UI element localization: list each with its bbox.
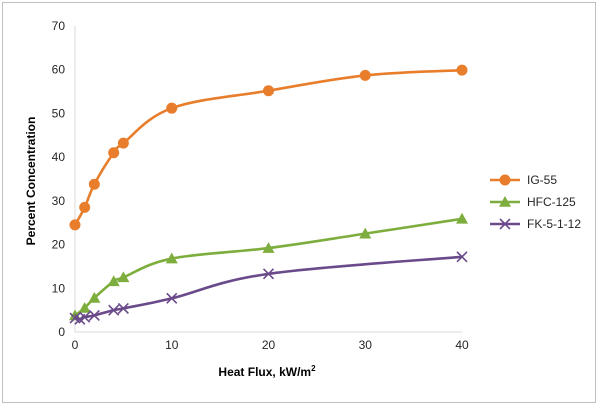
y-tick-label: 0 — [58, 325, 65, 339]
series-line — [74, 217, 463, 317]
data-point — [79, 201, 91, 213]
data-point — [262, 242, 275, 253]
x-tick-label: 30 — [359, 338, 373, 352]
data-point — [107, 275, 120, 287]
series-line — [74, 255, 463, 321]
data-point — [117, 137, 129, 149]
data-point — [456, 64, 468, 76]
series-0 — [69, 64, 468, 231]
x-axis-title: Heat Flux, kW/m2 — [218, 364, 316, 379]
x-tick-label: 40 — [455, 338, 469, 352]
x-axis-title-superscript: 2 — [311, 364, 316, 373]
x-tick-label: 10 — [165, 338, 179, 352]
data-point — [359, 227, 372, 239]
data-point — [69, 219, 81, 231]
series-line — [73, 68, 463, 226]
y-tick-label: 70 — [52, 19, 66, 33]
y-tick-label: 20 — [52, 238, 66, 252]
series-1 — [69, 212, 468, 321]
legend-marker — [499, 218, 511, 230]
legend-marker — [499, 174, 511, 186]
data-point — [88, 309, 100, 321]
data-point — [166, 102, 178, 114]
legend-label: IG-55 — [527, 173, 557, 187]
y-tick-label: 60 — [52, 63, 66, 77]
data-point — [88, 291, 101, 303]
legend-item: IG-55 — [490, 173, 557, 187]
data-point — [78, 301, 91, 313]
legend-label: FK-5-1-12 — [527, 217, 581, 231]
y-tick-label: 10 — [52, 281, 66, 295]
data-point — [108, 147, 120, 159]
y-axis-title: Percent Concentration — [24, 117, 38, 246]
data-point — [79, 311, 91, 323]
data-point — [456, 251, 468, 263]
legend-marker — [499, 196, 511, 207]
data-point — [117, 271, 130, 283]
data-point — [165, 252, 178, 264]
y-tick-label: 50 — [52, 106, 66, 120]
x-axis-title-text: Heat Flux, kW/m — [218, 365, 311, 379]
data-point — [88, 178, 100, 190]
data-point — [456, 212, 468, 224]
data-point — [263, 85, 274, 97]
x-axis-ticks: 0 10 20 30 40 — [72, 338, 469, 352]
legend: IG-55 HFC-125 FK-5-1-12 — [490, 173, 581, 231]
data-point — [166, 292, 178, 304]
data-point — [108, 304, 120, 316]
y-tick-label: 30 — [52, 194, 66, 208]
y-axis-ticks: 0 10 20 30 40 50 60 70 — [52, 19, 66, 339]
x-tick-label: 20 — [262, 338, 276, 352]
legend-item: FK-5-1-12 — [490, 217, 581, 231]
series-2 — [69, 251, 468, 325]
y-tick-label: 40 — [52, 150, 66, 164]
legend-item: HFC-125 — [490, 195, 576, 209]
legend-label: HFC-125 — [527, 195, 576, 209]
x-tick-label: 0 — [72, 338, 79, 352]
data-point — [262, 268, 275, 280]
data-point — [117, 302, 129, 314]
series-layer — [69, 64, 468, 325]
data-point — [359, 69, 371, 81]
